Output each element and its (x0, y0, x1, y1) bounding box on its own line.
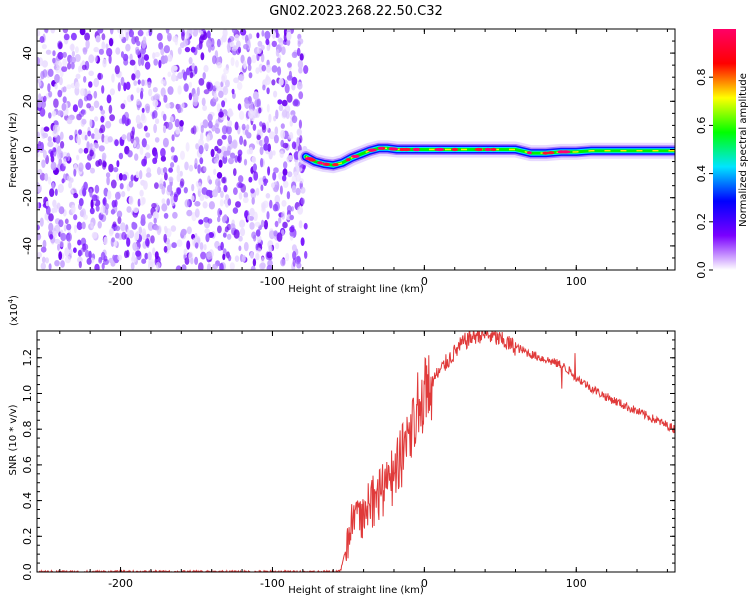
y-tick-label: 0.8 (21, 420, 34, 438)
x-tick-label: 0 (421, 275, 428, 288)
snr-series-line (37, 331, 675, 572)
snr-plot-area (37, 331, 675, 572)
spectrogram-x-label: Height of straight line (km) (288, 284, 424, 295)
x-tick-label: 0 (421, 577, 428, 590)
y-tick-label: 0.0 (21, 563, 34, 581)
x-tick-label: -100 (260, 577, 285, 590)
y-tick-label: 1.2 (21, 349, 34, 367)
spectrogram-y-label: Frequency (Hz) (8, 112, 19, 188)
colorbar-ticks: 0.0 0.2 0.4 0.6 0.8 (695, 68, 713, 279)
y-tick-label: 0.6 (21, 456, 34, 474)
y-tick-label: -40 (21, 237, 34, 255)
snr-scale-label: (x104) (7, 295, 20, 326)
y-tick-label: 1.0 (21, 385, 34, 403)
colorbar-tick-label: 0.6 (695, 117, 708, 134)
colorbar-label: Normalized spectral amplitude (738, 73, 749, 227)
snr-y-ticks: 0.0 0.2 0.4 0.6 0.8 1.0 1.2 (21, 339, 675, 581)
x-tick-label: -200 (108, 275, 133, 288)
y-tick-label: 0 (21, 146, 34, 153)
y-tick-label: 0.4 (21, 492, 34, 510)
snr-frame (36, 330, 676, 573)
y-tick-label: 20 (21, 94, 34, 108)
colorbar-tick-label: 0.8 (695, 68, 708, 86)
y-tick-label: 0.2 (21, 528, 34, 546)
x-tick-label: -200 (108, 577, 133, 590)
y-tick-label: -20 (21, 189, 34, 207)
y-tick-label: 40 (21, 46, 34, 60)
noise-region (37, 29, 309, 270)
snr-y-label: SNR (10 * v/v) (8, 404, 19, 475)
x-tick-label: 100 (566, 275, 587, 288)
colorbar-tick-label: 0.2 (695, 213, 708, 231)
spectrogram-x-ticks: -200 -100 0 100 (59, 29, 668, 288)
colorbar: 0.0 0.2 0.4 0.6 0.8 Normalized spectral ampl… (695, 29, 749, 279)
snr-x-label: Height of straight line (km) (288, 585, 424, 596)
spectrogram-y-ticks: -40 -20 0 20 40 (21, 28, 675, 271)
signal-trace (297, 140, 675, 174)
colorbar-gradient (713, 29, 736, 270)
snr-x-ticks: -200 -100 0 100 (59, 331, 668, 590)
colorbar-tick-label: 0.4 (695, 165, 708, 183)
colorbar-tick-label: 0.0 (695, 261, 708, 279)
snr-panel: -200 -100 0 100 0.0 0.2 0.4 0.6 0.8 1.0 1.2 Heigh… (7, 295, 676, 596)
x-tick-label: -100 (260, 275, 285, 288)
x-tick-label: 100 (566, 577, 587, 590)
figure-title: GN02.2023.268.22.50.C32 (269, 4, 443, 19)
